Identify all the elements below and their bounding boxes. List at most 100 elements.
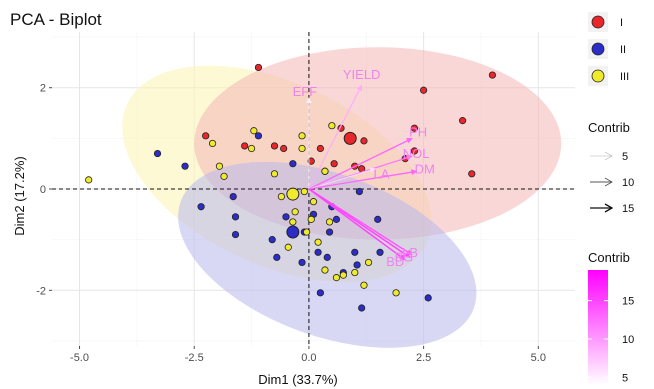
legend-label-contrib-arrow: 10	[622, 177, 634, 189]
legend-arrowhead	[604, 177, 613, 187]
point-group-3	[309, 198, 318, 206]
variable-label: DM	[415, 161, 435, 176]
point-group-3	[360, 281, 368, 289]
legend-title-contrib-arrows: Contrib	[588, 120, 630, 135]
variable-label: LA	[373, 167, 389, 182]
y-axis-label: Dim2 (17.2%)	[12, 156, 27, 235]
point-group-2	[332, 215, 341, 223]
point-group-3	[298, 132, 306, 140]
point-group-3	[291, 208, 299, 216]
point-group-3	[328, 122, 336, 130]
point-group-2	[353, 261, 361, 269]
point-group-2	[153, 149, 162, 158]
x-tick-label: -5.0	[70, 352, 89, 364]
centroid-group-1	[343, 131, 357, 145]
point-group-2	[197, 203, 205, 211]
point-group-3	[364, 258, 373, 267]
point-group-3	[325, 218, 334, 226]
x-tick-label: 5.0	[531, 352, 546, 364]
variable-label: NOL	[403, 146, 430, 161]
point-group-3	[247, 144, 256, 153]
point-group-2	[376, 248, 384, 256]
point-group-1	[316, 144, 324, 153]
point-group-1	[410, 124, 419, 132]
point-group-3	[307, 215, 315, 223]
point-group-2	[351, 248, 359, 256]
point-group-2	[273, 253, 281, 261]
point-group-1	[488, 71, 497, 79]
point-group-2	[231, 230, 240, 239]
point-group-2	[355, 187, 363, 196]
point-group-1	[270, 142, 279, 150]
point-group-2	[325, 228, 334, 236]
y-tick-label: 2	[40, 83, 46, 95]
point-group-1	[307, 157, 315, 165]
point-group-3	[289, 218, 297, 226]
point-group-3	[339, 271, 347, 279]
point-group-2	[358, 304, 366, 312]
point-group-1	[241, 142, 249, 150]
legend-marker-group-2	[591, 42, 605, 56]
legend-arrowhead	[604, 151, 613, 161]
legend-marker-group-1	[591, 15, 605, 29]
point-group-2	[424, 294, 432, 302]
point-group-2	[231, 213, 240, 221]
x-axis-label: Dim1 (33.7%)	[258, 372, 337, 387]
variable-label: BD	[386, 254, 404, 269]
legend-arrowhead	[604, 203, 614, 213]
variable-label: BG	[394, 249, 413, 264]
point-group-3	[392, 289, 400, 297]
colorbar-tick-label: 5	[622, 372, 628, 384]
point-group-2	[289, 160, 297, 168]
variable-arrow	[308, 169, 418, 190]
legend-label-group-2: II	[620, 44, 626, 56]
variable-label: YIELD	[343, 67, 381, 82]
point-group-3	[270, 170, 279, 178]
point-group-3	[351, 268, 359, 277]
point-group-1	[420, 86, 428, 94]
point-group-3	[277, 192, 285, 201]
centroid-group-3	[286, 187, 300, 201]
point-group-1	[254, 63, 263, 72]
legend-label-group-3: III	[620, 71, 629, 83]
point-group-3	[220, 172, 228, 180]
point-group-1	[202, 132, 210, 140]
x-tick-label: -2.5	[185, 352, 204, 364]
x-tick-label: 0.0	[301, 352, 316, 364]
colorbar-tick-label: 10	[622, 334, 634, 346]
colorbar-tick-label: 15	[622, 296, 634, 308]
legend-label-contrib-arrow: 5	[622, 151, 628, 163]
point-group-1	[330, 160, 338, 168]
legend-marker-group-3	[591, 69, 605, 83]
point-group-3	[300, 187, 308, 196]
point-group-3	[85, 176, 93, 184]
point-group-1	[280, 144, 288, 153]
variable-label: LB	[402, 245, 418, 260]
point-group-3	[314, 238, 322, 246]
variable-arrow	[308, 188, 406, 261]
variable-arrow	[308, 167, 377, 190]
point-group-2	[314, 248, 322, 256]
point-group-1	[360, 137, 368, 145]
variable-arrow	[308, 137, 413, 190]
point-group-2	[298, 258, 306, 267]
point-group-3	[303, 228, 311, 236]
point-group-2	[323, 253, 331, 261]
variable-arrow	[308, 188, 411, 258]
point-group-1	[459, 117, 467, 125]
point-group-1	[468, 170, 476, 178]
contrib-colorbar	[588, 270, 608, 385]
point-group-2	[254, 132, 263, 140]
point-group-3	[208, 139, 217, 148]
point-group-2	[229, 192, 237, 201]
y-tick-label: 0	[40, 184, 46, 196]
y-tick-label: -2	[36, 285, 46, 297]
variable-label: EFF	[293, 84, 318, 99]
point-group-3	[284, 243, 292, 251]
point-group-3	[298, 144, 306, 153]
centroid-group-2	[286, 225, 300, 239]
point-group-2	[282, 213, 290, 221]
point-group-2	[374, 215, 382, 223]
